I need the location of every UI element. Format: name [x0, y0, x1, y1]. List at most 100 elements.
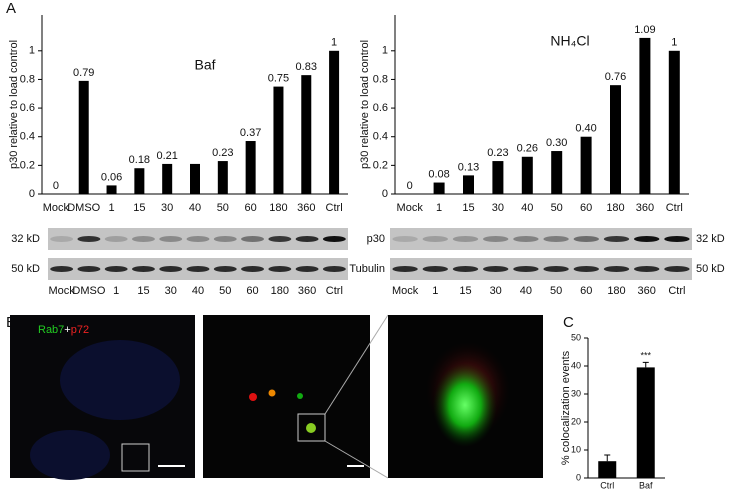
x-tick-label: 15	[133, 202, 145, 214]
bar	[329, 50, 340, 194]
data-label: 0.26	[517, 143, 538, 155]
blot-band	[664, 236, 690, 242]
y-tick-label: 0	[382, 188, 388, 200]
lane-label: 180	[607, 285, 625, 297]
blot-band	[241, 266, 264, 272]
bar	[273, 86, 284, 194]
blot-band	[77, 236, 101, 242]
blot-band	[213, 266, 237, 272]
bar	[639, 37, 651, 194]
blot-band	[513, 236, 539, 242]
y-tick-label: 1	[382, 45, 388, 57]
blot-band	[452, 236, 479, 242]
data-label: 0.23	[487, 147, 508, 159]
y-tick-label: 0.8	[373, 73, 388, 85]
x-tick-label: 60	[245, 202, 257, 214]
x-tick-label: 30	[492, 202, 504, 214]
data-label: 0.08	[428, 168, 449, 180]
bar	[636, 367, 655, 478]
y-tick-label: 0.4	[373, 131, 388, 143]
x-tick-label: 180	[606, 202, 624, 214]
data-label: 0.75	[268, 73, 289, 85]
blot-band	[186, 236, 210, 242]
y-tick-label: 0.4	[20, 131, 35, 143]
blot-band	[268, 236, 292, 242]
blot-band	[241, 236, 264, 242]
lane-label: 30	[490, 285, 502, 297]
chart-title: Baf	[194, 57, 215, 73]
lane-label: Ctrl	[668, 285, 685, 297]
y-tick-label: 0.8	[20, 73, 35, 85]
data-label: 0.06	[101, 171, 122, 183]
x-tick-label: 40	[521, 202, 533, 214]
y-tick-label: 1	[29, 45, 35, 57]
data-label: 1	[331, 37, 337, 49]
blot-band	[483, 236, 509, 242]
micrograph	[203, 315, 370, 478]
chart-title: NH₄Cl	[550, 33, 589, 49]
channel-name: p72	[71, 324, 89, 336]
bar	[433, 182, 445, 194]
bar	[610, 85, 621, 194]
data-label: 0.30	[546, 137, 567, 149]
data-label: 0.13	[458, 161, 479, 173]
x-tick-label: 60	[580, 202, 592, 214]
blot-band	[50, 266, 74, 272]
bar	[580, 136, 592, 194]
lane-label: Mock	[48, 285, 75, 297]
bar	[162, 163, 173, 194]
bar	[134, 168, 145, 194]
data-label: 1	[671, 37, 677, 49]
channel-name: Rab7	[38, 324, 64, 336]
y-tick-label: 10	[571, 444, 581, 454]
blot-band	[322, 266, 346, 272]
x-tick-label: 50	[551, 202, 563, 214]
x-tick-label: Mock	[43, 202, 70, 214]
error-bar	[604, 454, 611, 462]
blot-label: 32 kD	[11, 233, 40, 245]
blot-band	[186, 266, 210, 272]
x-tick-label: 1	[436, 202, 442, 214]
annotation: ***	[640, 351, 651, 361]
data-label: 0.21	[156, 150, 177, 162]
x-tick-label: Ctrl	[666, 202, 683, 214]
blot-label: 50 kD	[696, 263, 725, 275]
lane-label: Ctrl	[326, 285, 343, 297]
blot-band	[513, 266, 539, 272]
blot-band	[634, 236, 660, 242]
bar	[301, 75, 312, 194]
y-tick-label: 20	[571, 416, 581, 426]
blot-band	[483, 266, 509, 272]
lane-label: 50	[219, 285, 231, 297]
lane-label: 360	[298, 285, 316, 297]
bar	[190, 163, 200, 194]
blot-band	[634, 266, 660, 272]
blot-label: p30	[367, 233, 385, 245]
x-tick-label: Baf	[639, 480, 653, 490]
y-axis-label: % colocalization events	[560, 350, 572, 465]
nucleus	[60, 340, 180, 420]
bar	[463, 175, 474, 194]
blot-band	[132, 236, 155, 242]
panel-label: C	[563, 314, 574, 331]
bar	[245, 141, 256, 194]
blot-strip	[390, 228, 692, 250]
blot-band	[422, 266, 448, 272]
x-tick-label: 40	[189, 202, 201, 214]
x-tick-label: 360	[297, 202, 315, 214]
y-tick-label: 0.6	[373, 102, 388, 114]
x-tick-label: DMSO	[67, 202, 100, 214]
nucleus	[30, 430, 110, 480]
blot-band	[77, 266, 101, 272]
zoom-line	[324, 314, 389, 415]
blot-band	[422, 236, 448, 242]
spot	[306, 423, 316, 433]
spot	[297, 393, 303, 399]
y-tick-label: 50	[571, 332, 581, 342]
blot-band	[452, 266, 479, 272]
data-label: 0.23	[212, 147, 233, 159]
blot-label: Tubulin	[349, 263, 385, 275]
blot-band	[159, 266, 183, 272]
blot-band	[573, 266, 599, 272]
blot-strip	[390, 258, 692, 280]
